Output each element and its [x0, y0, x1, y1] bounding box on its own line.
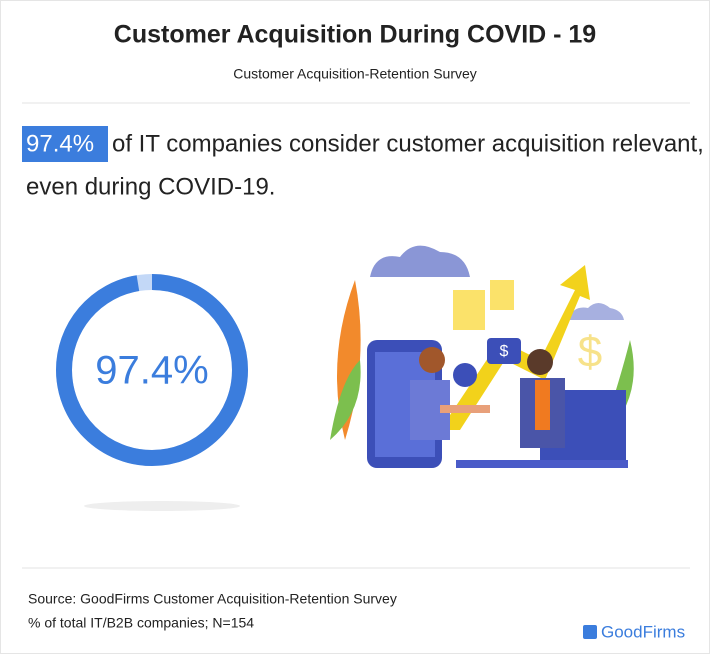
chart-subtitle: Customer Acquisition-Retention Survey [233, 66, 477, 82]
statement-line: of IT companies consider customer acquis… [112, 130, 704, 157]
chart-title: Customer Acquisition During COVID - 19 [114, 21, 596, 49]
brand: GoodFirms [601, 622, 685, 641]
brand-logo [583, 625, 597, 639]
svg-text:$: $ [578, 328, 602, 377]
note: % of total IT/B2B companies; N=154 [28, 615, 254, 631]
svg-text:$: $ [500, 343, 509, 360]
highlight-text: 97.4% [26, 130, 94, 157]
donut-arc [56, 274, 248, 466]
source: Source: GoodFirms Customer Acquisition-R… [28, 591, 397, 607]
donut: 97.4% [56, 274, 248, 466]
shadow [84, 501, 240, 511]
donut-label: 97.4% [95, 349, 208, 393]
illustration: $ $ [330, 245, 634, 468]
highlight-box [22, 126, 108, 162]
statement-line: even during COVID-19. [26, 173, 275, 200]
